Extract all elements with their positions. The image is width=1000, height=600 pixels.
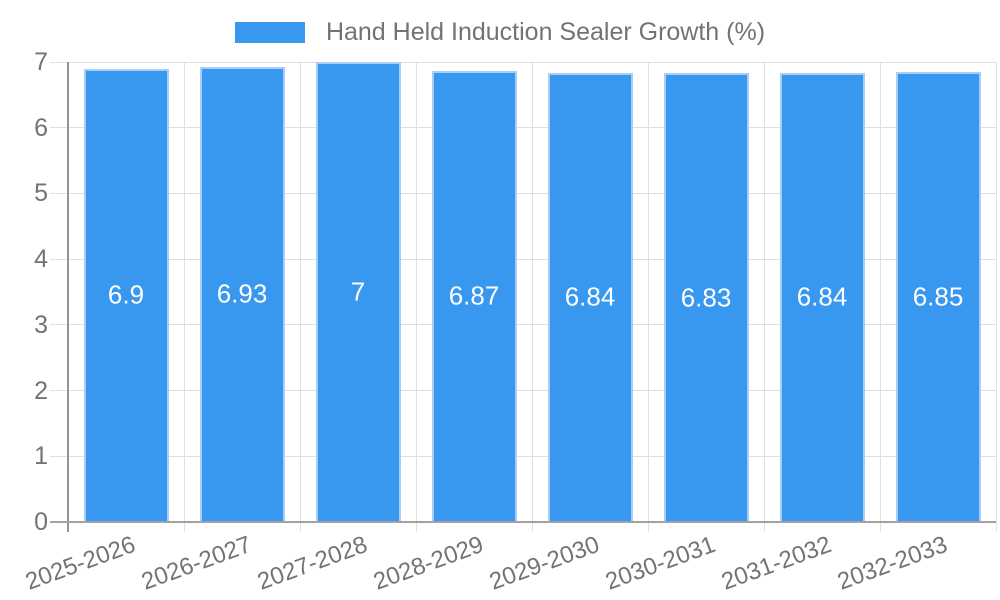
x-gridline (995, 62, 997, 532)
bar-value-label: 6.9 (107, 279, 145, 310)
bar-2028-2029[interactable] (431, 70, 517, 522)
bar-2027-2028[interactable] (315, 62, 401, 522)
x-axis-tick-label: 2025-2026 (22, 531, 140, 596)
y-gridline (50, 61, 996, 63)
x-axis-tick-label: 2030-2031 (602, 531, 720, 596)
x-gridline (183, 62, 185, 532)
y-axis-tick-label: 6 (34, 113, 48, 142)
legend-item[interactable]: Hand Held Induction Sealer Growth (%) (0, 16, 1000, 48)
y-gridline (50, 127, 996, 129)
y-axis-tick-label: 5 (34, 179, 48, 208)
x-gridline (415, 62, 417, 532)
y-gridline (50, 258, 996, 260)
y-gridline (50, 390, 996, 392)
bar-value-label: 6.87 (448, 280, 500, 311)
y-axis-tick-label: 2 (34, 376, 48, 405)
bar-value-label: 6.84 (796, 281, 848, 312)
bar-value-label: 6.84 (564, 281, 616, 312)
x-axis-tick-label: 2026-2027 (138, 531, 256, 596)
legend-swatch (234, 21, 305, 43)
x-axis-tick-label: 2028-2029 (370, 531, 488, 596)
bar-2025-2026[interactable] (83, 68, 169, 522)
y-axis-tick-label: 4 (34, 245, 48, 274)
bar-2030-2031[interactable] (663, 73, 749, 522)
x-axis-tick-label: 2032-2033 (834, 531, 952, 596)
bar-value-label: 6.93 (216, 278, 268, 309)
y-axis-tick-label: 1 (34, 442, 48, 471)
y-axis-line (67, 62, 69, 532)
bar-value-label: 7 (350, 276, 366, 307)
bar-value-label: 6.85 (912, 281, 964, 312)
legend-label: Hand Held Induction Sealer Growth (%) (325, 17, 766, 46)
x-gridline (531, 62, 533, 532)
x-gridline (299, 62, 301, 532)
x-axis-tick-label: 2031-2032 (718, 531, 836, 596)
y-axis-tick-label: 3 (34, 310, 48, 339)
bar-2029-2030[interactable] (547, 72, 633, 522)
bar-2031-2032[interactable] (779, 72, 865, 522)
bar-2026-2027[interactable] (199, 66, 285, 522)
x-axis-line (50, 521, 996, 523)
x-gridline (647, 62, 649, 532)
y-gridline (50, 455, 996, 457)
x-gridline (763, 62, 765, 532)
y-axis-tick-label: 7 (34, 48, 48, 76)
y-gridline (50, 192, 996, 194)
y-gridline (50, 324, 996, 326)
bar-value-label: 6.83 (680, 282, 732, 313)
x-gridline (879, 62, 881, 532)
x-axis-tick-label: 2029-2030 (486, 531, 604, 596)
y-axis-tick-label: 0 (34, 508, 48, 536)
x-axis-tick-label: 2027-2028 (254, 531, 372, 596)
bar-2032-2033[interactable] (895, 71, 981, 522)
